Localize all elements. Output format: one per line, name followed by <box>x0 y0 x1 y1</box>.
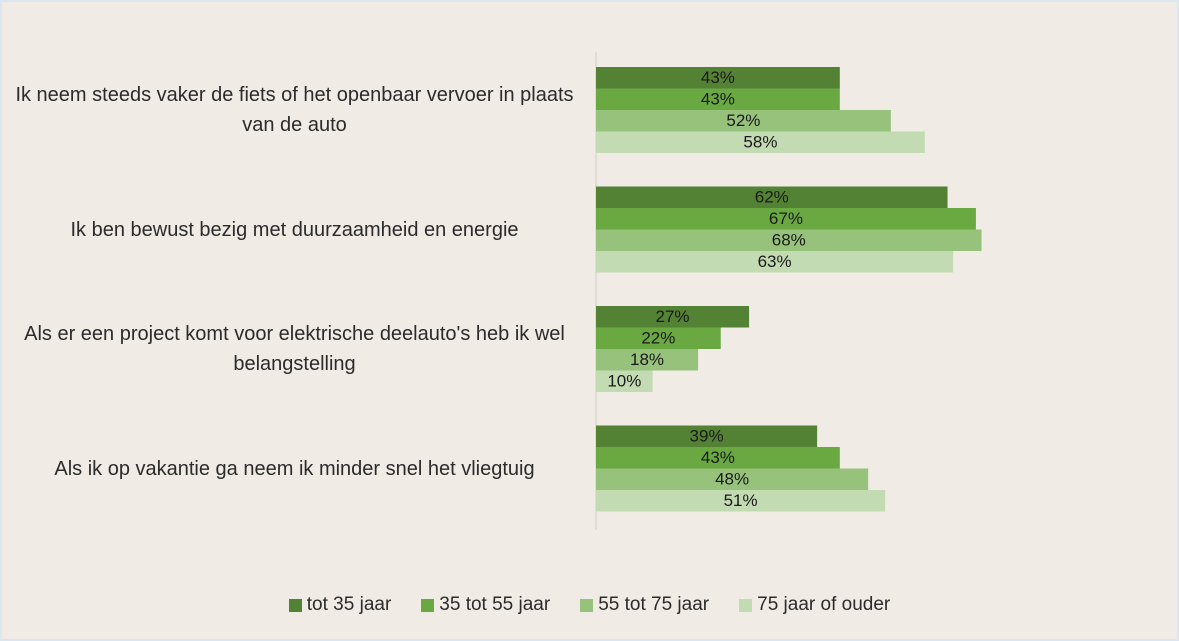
bar <box>596 131 925 153</box>
bar <box>596 370 653 392</box>
data-label: 51% <box>724 491 758 510</box>
bar <box>596 208 976 230</box>
bar <box>596 229 982 251</box>
data-label: 43% <box>701 68 735 87</box>
data-label: 62% <box>755 188 789 207</box>
legend-label: 35 tot 55 jaar <box>439 594 551 615</box>
data-label: 22% <box>641 329 675 348</box>
bar <box>596 447 840 469</box>
legend-label: 55 tot 75 jaar <box>598 594 710 615</box>
bar <box>596 306 750 328</box>
data-label: 68% <box>772 231 806 250</box>
bar <box>596 490 886 512</box>
data-label: 10% <box>607 372 641 391</box>
bar <box>596 186 948 208</box>
bar <box>596 110 891 132</box>
category-label: Ik ben bewust bezig met duurzaamheid en … <box>70 218 519 241</box>
category-label: Als ik op vakantie ga neem ik minder sne… <box>54 457 535 480</box>
data-label: 27% <box>656 307 690 326</box>
bar <box>596 468 869 490</box>
data-label: 39% <box>690 427 724 446</box>
data-label: 67% <box>769 209 803 228</box>
data-label: 18% <box>630 350 664 369</box>
data-label: 43% <box>701 448 735 467</box>
category-label: Ik neem steeds vaker de fiets of het ope… <box>15 84 574 136</box>
data-label: 43% <box>701 90 735 109</box>
legend-item: tot 35 jaar <box>288 594 392 616</box>
data-label: 58% <box>743 133 777 152</box>
legend-swatch <box>288 598 302 612</box>
legend-label: 75 jaar of ouder <box>757 594 891 615</box>
legend-swatch <box>421 598 435 612</box>
legend-swatch <box>580 598 594 612</box>
data-label: 52% <box>726 111 760 130</box>
legend: tot 35 jaar 35 tot 55 jaar 55 tot 75 jaar 7… <box>2 594 1177 616</box>
bar <box>596 67 840 89</box>
bar <box>596 327 721 349</box>
bar <box>596 425 818 447</box>
data-label: 63% <box>758 252 792 271</box>
legend-item: 55 tot 75 jaar <box>580 594 709 616</box>
bar <box>596 88 840 110</box>
legend-item: 75 jaar of ouder <box>739 594 890 616</box>
legend-label: tot 35 jaar <box>306 594 392 615</box>
data-label: 48% <box>715 470 749 489</box>
bar <box>596 251 954 273</box>
category-label: Als er een project komt voor elektrische… <box>24 323 565 375</box>
legend-swatch <box>739 598 753 612</box>
legend-item: 35 tot 55 jaar <box>421 594 550 616</box>
bar <box>596 349 699 371</box>
